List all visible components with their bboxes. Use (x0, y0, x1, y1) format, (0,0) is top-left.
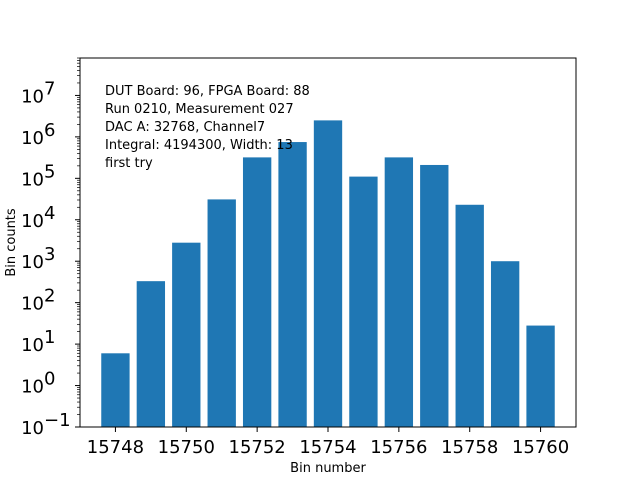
bar-15759 (490, 261, 520, 427)
x-tick-label: 15760 (512, 437, 569, 458)
y-tick-label: 10 (21, 418, 44, 439)
x-tick-label: 15752 (229, 437, 286, 458)
annotation-box: DUT Board: 96, FPGA Board: 88 Run 0210, M… (105, 84, 310, 171)
bar-15751 (207, 199, 236, 427)
bar-15758 (455, 204, 484, 427)
bar-15752 (242, 157, 272, 428)
annotation-line: Run 0210, Measurement 027 (105, 102, 294, 117)
y-tick-label: 10 (21, 294, 44, 315)
y-tick-exponent: −1 (44, 410, 71, 431)
bar-15756 (384, 157, 414, 428)
x-tick-label: 15758 (441, 437, 498, 458)
annotation-line: first try (105, 156, 153, 171)
y-tick-exponent: 2 (44, 286, 55, 307)
annotation-line: DUT Board: 96, FPGA Board: 88 (105, 84, 310, 99)
y-tick-label: 10 (21, 211, 44, 232)
bar-15754 (313, 120, 343, 427)
bar-15750 (172, 242, 201, 427)
bar-15753 (278, 142, 307, 427)
y-axis-label: Bin counts (4, 208, 19, 277)
annotation-line: DAC A: 32768, Channel7 (105, 120, 265, 135)
x-axis: 15748 15750 15752 15754 15756 15758 15760 (87, 427, 569, 458)
y-tick-exponent: 1 (44, 327, 55, 348)
x-tick-label: 15748 (87, 437, 144, 458)
y-tick-label: 10 (21, 377, 44, 398)
bars-layer (101, 120, 555, 428)
bar-15748 (101, 353, 130, 427)
x-axis-label: Bin number (290, 461, 366, 476)
bar-15755 (349, 176, 378, 427)
bar-15757 (420, 164, 449, 427)
annotation-line: Integral: 4194300, Width: 13 (105, 138, 293, 153)
y-tick-label: 10 (21, 86, 44, 107)
y-tick-label: 10 (21, 335, 44, 356)
y-tick-exponent: 4 (44, 203, 55, 224)
y-tick-exponent: 7 (44, 78, 55, 99)
x-tick-label: 15756 (370, 437, 427, 458)
y-tick-exponent: 5 (44, 161, 55, 182)
bar-15760 (526, 325, 555, 427)
y-tick-label: 10 (21, 169, 44, 190)
y-tick-exponent: 6 (44, 120, 55, 141)
y-tick-exponent: 3 (44, 244, 55, 265)
y-tick-exponent: 0 (44, 369, 55, 390)
y-tick-label: 10 (21, 128, 44, 149)
x-tick-label: 15750 (158, 437, 215, 458)
bar-15749 (136, 281, 166, 427)
y-tick-label: 10 (21, 252, 44, 273)
x-tick-label: 15754 (299, 437, 356, 458)
